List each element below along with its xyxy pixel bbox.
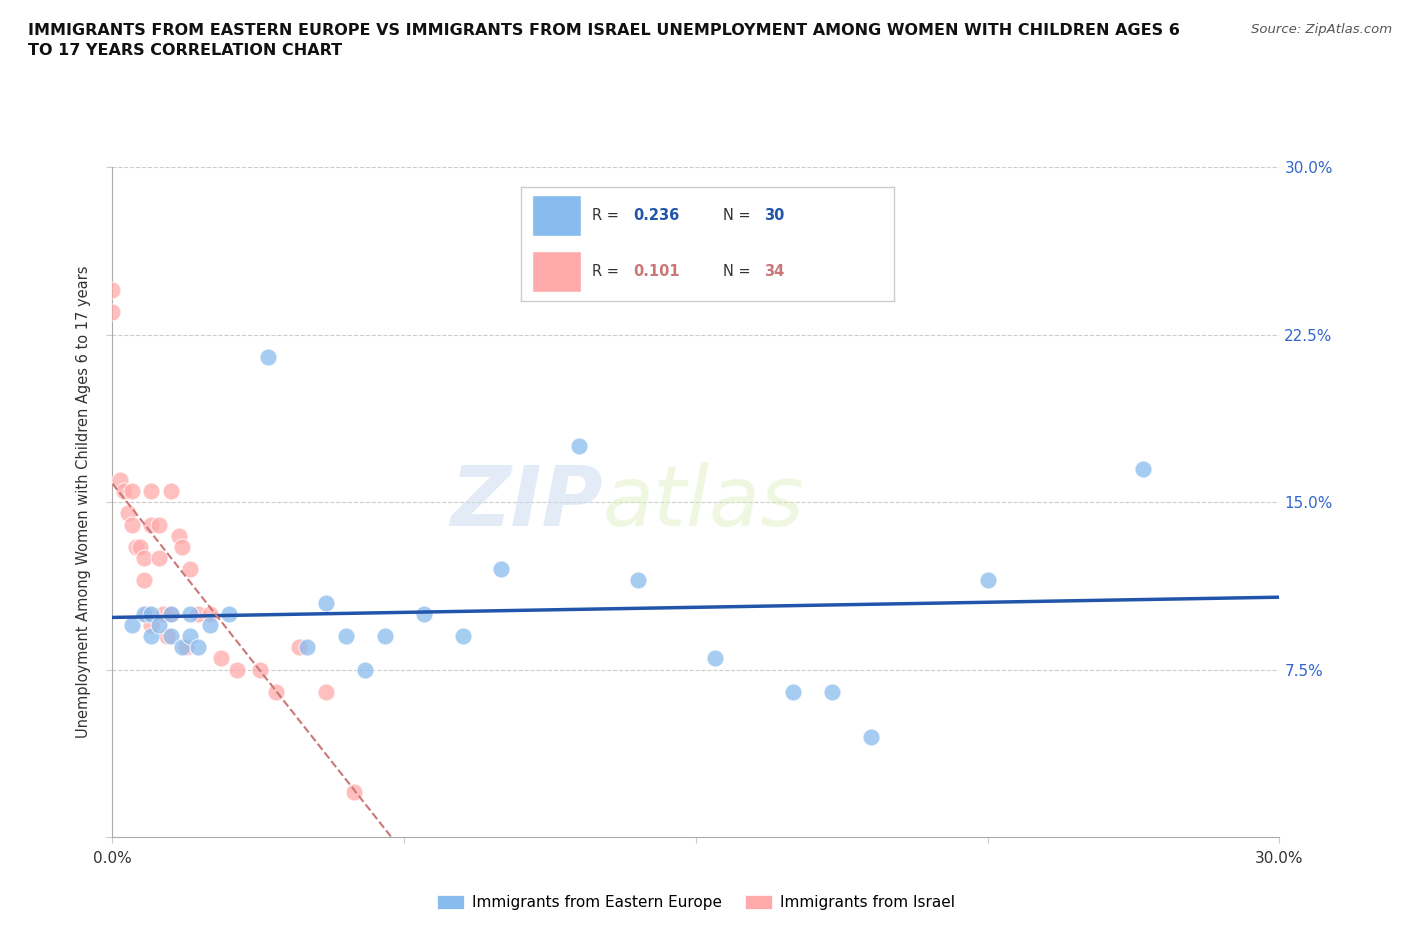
Point <box>121 517 143 532</box>
Point <box>288 640 311 655</box>
Point <box>335 629 357 644</box>
Point <box>704 651 727 666</box>
Point <box>1132 461 1154 476</box>
Point <box>160 606 183 621</box>
Point <box>257 350 280 365</box>
Text: atlas: atlas <box>603 461 804 543</box>
Point <box>821 684 844 699</box>
Point <box>198 606 221 621</box>
Point <box>172 640 194 655</box>
Point <box>101 305 124 320</box>
Point <box>132 606 155 621</box>
Point <box>167 528 190 543</box>
Point <box>110 472 132 487</box>
Point <box>141 484 163 498</box>
Point <box>374 629 396 644</box>
Point <box>148 618 170 632</box>
Point <box>249 662 271 677</box>
Point <box>156 629 179 644</box>
Point <box>136 606 159 621</box>
Point <box>160 606 183 621</box>
Point <box>141 606 163 621</box>
Point <box>160 484 183 498</box>
Text: 0.0%: 0.0% <box>93 851 132 866</box>
Point <box>141 517 163 532</box>
Point <box>218 606 240 621</box>
Point <box>859 729 883 744</box>
Point <box>132 551 155 565</box>
Point <box>491 562 513 577</box>
Point <box>976 573 998 588</box>
Point <box>568 439 591 454</box>
Point <box>141 618 163 632</box>
Point <box>782 684 804 699</box>
Text: 30.0%: 30.0% <box>1256 851 1303 866</box>
Point <box>209 651 232 666</box>
Point <box>112 484 135 498</box>
Point <box>187 606 209 621</box>
Point <box>264 684 287 699</box>
Point <box>141 629 163 644</box>
Point <box>226 662 249 677</box>
Text: Source: ZipAtlas.com: Source: ZipAtlas.com <box>1251 23 1392 36</box>
Point <box>172 539 194 554</box>
Point <box>128 539 150 554</box>
Point <box>179 562 201 577</box>
Point <box>152 606 174 621</box>
Point <box>315 595 337 610</box>
Y-axis label: Unemployment Among Women with Children Ages 6 to 17 years: Unemployment Among Women with Children A… <box>76 266 91 738</box>
Point <box>198 618 221 632</box>
Text: ZIP: ZIP <box>450 461 603 543</box>
Legend: Immigrants from Eastern Europe, Immigrants from Israel: Immigrants from Eastern Europe, Immigran… <box>430 889 962 916</box>
Point <box>121 484 143 498</box>
Point <box>179 629 201 644</box>
Point <box>121 618 143 632</box>
Point <box>179 606 201 621</box>
Point <box>117 506 139 521</box>
Point <box>176 640 198 655</box>
Point <box>101 283 124 298</box>
Point <box>354 662 377 677</box>
Point <box>132 573 155 588</box>
Point <box>627 573 650 588</box>
Point <box>315 684 337 699</box>
Point <box>295 640 318 655</box>
Point <box>451 629 474 644</box>
Point <box>148 517 170 532</box>
Point <box>160 629 183 644</box>
Point <box>187 640 209 655</box>
Text: IMMIGRANTS FROM EASTERN EUROPE VS IMMIGRANTS FROM ISRAEL UNEMPLOYMENT AMONG WOME: IMMIGRANTS FROM EASTERN EUROPE VS IMMIGR… <box>28 23 1180 58</box>
Point <box>125 539 148 554</box>
Point <box>148 551 170 565</box>
Point <box>343 785 366 800</box>
Point <box>412 606 434 621</box>
